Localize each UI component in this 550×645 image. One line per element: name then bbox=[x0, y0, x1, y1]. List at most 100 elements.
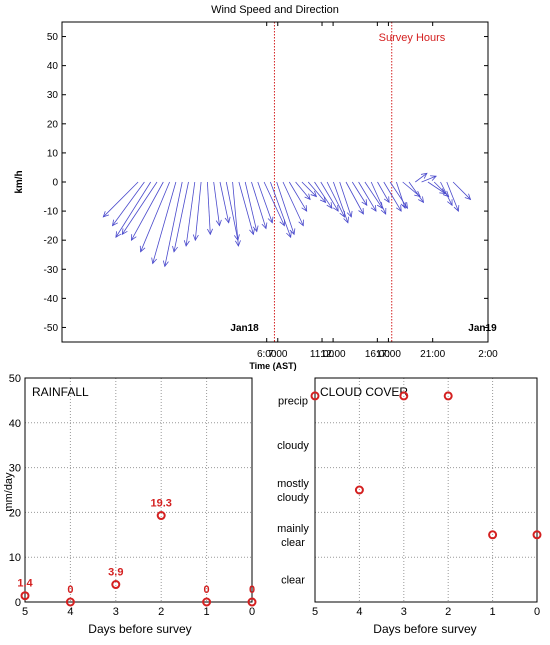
rainfall-y-tick-labels: 0 10 20 30 40 50 bbox=[9, 373, 21, 609]
rainfall-y-tick-label: 30 bbox=[9, 463, 21, 475]
wind-vector-shaft bbox=[408, 181, 424, 203]
rainfall-y-tick-label: 50 bbox=[9, 373, 21, 385]
wind-vector bbox=[207, 181, 213, 236]
rainfall-y-tick-label: 40 bbox=[9, 418, 21, 430]
wind-vector bbox=[301, 181, 318, 198]
wind-vector-head bbox=[346, 210, 353, 218]
wind-vector-head bbox=[370, 205, 377, 212]
wind-vector-shaft bbox=[276, 181, 295, 235]
rainfall-data-label: 0 bbox=[67, 584, 73, 596]
rainfall-points: 1.4 0 3.9 19.3 0 0 bbox=[17, 498, 257, 607]
cloud-cover-chart: CLOUD COVER clear mainly clear mostly cloudy… bbox=[277, 377, 542, 636]
rainfall-point bbox=[247, 597, 257, 607]
wind-vector-shaft bbox=[364, 181, 383, 209]
wind-vector-head bbox=[358, 207, 364, 215]
cloud-cover-category-label: precip bbox=[278, 395, 308, 407]
wind-vector-shaft bbox=[173, 181, 189, 252]
wind-vector-head bbox=[430, 175, 437, 181]
survey-hours-band bbox=[273, 22, 393, 342]
wind-vector-head bbox=[286, 231, 292, 239]
wind-vector bbox=[440, 181, 453, 207]
wind-vector-shaft bbox=[421, 175, 437, 183]
wind-x-tick-label: 11:00 bbox=[310, 349, 335, 360]
wind-vector bbox=[251, 181, 268, 230]
wind-y-tick-label: -30 bbox=[44, 265, 59, 276]
wind-vector-head bbox=[224, 216, 231, 224]
cloud-cover-x-tick-label: 4 bbox=[356, 606, 362, 618]
wind-vector-head bbox=[298, 219, 304, 227]
wind-vector bbox=[288, 181, 308, 212]
wind-vector bbox=[446, 181, 460, 212]
rainfall-y-axis-label: mm/day bbox=[3, 472, 15, 512]
wind-vector bbox=[111, 181, 145, 227]
wind-vector-shaft bbox=[238, 181, 254, 235]
cloud-cover-category-label: mainly clear bbox=[277, 523, 309, 549]
rainfall-point bbox=[111, 580, 121, 590]
wind-vector-head bbox=[376, 202, 383, 209]
wind-vector bbox=[364, 181, 383, 209]
wind-vector-head bbox=[289, 228, 296, 236]
wind-y-tick-label: -50 bbox=[44, 323, 59, 334]
wind-vector-shaft bbox=[377, 181, 390, 203]
wind-vector bbox=[172, 181, 189, 253]
wind-vector-head bbox=[380, 207, 387, 215]
wind-vector bbox=[102, 181, 139, 218]
cloud-cover-point bbox=[354, 485, 364, 495]
cloud-cover-point bbox=[443, 391, 453, 401]
wind-vector bbox=[452, 181, 472, 201]
wind-vector-shaft bbox=[396, 181, 406, 209]
wind-y-tick-label: 0 bbox=[52, 178, 58, 189]
cloud-cover-point bbox=[532, 530, 542, 540]
wind-vector-shaft bbox=[225, 181, 239, 241]
rainfall-point bbox=[202, 597, 212, 607]
wind-y-tick-label: -10 bbox=[44, 207, 59, 218]
wind-vector-shaft bbox=[314, 181, 333, 209]
wind-vector bbox=[115, 181, 152, 239]
cloud-cover-category-label: clear bbox=[281, 575, 305, 587]
cloud-cover-x-tick-label: 1 bbox=[490, 606, 496, 618]
wind-vector-shaft bbox=[452, 181, 471, 200]
wind-vector-head bbox=[361, 199, 368, 207]
wind-vector bbox=[339, 181, 353, 218]
wind-vector-shaft bbox=[219, 181, 230, 223]
wind-vector-head bbox=[395, 205, 402, 212]
wind-vector bbox=[408, 181, 425, 204]
wind-vector-shaft bbox=[140, 181, 170, 252]
wind-vector-head bbox=[192, 234, 199, 242]
wind-vector-head bbox=[267, 216, 274, 224]
wind-y-tick-label: 40 bbox=[47, 61, 59, 72]
wind-vector bbox=[257, 181, 274, 224]
wind-vector bbox=[326, 181, 345, 218]
wind-vector-shaft bbox=[115, 181, 152, 238]
wind-vector-head bbox=[261, 222, 268, 230]
wind-vector-shaft bbox=[389, 181, 408, 209]
wind-vector-head bbox=[162, 260, 169, 268]
wind-vector bbox=[183, 181, 196, 247]
wind-vector-head bbox=[252, 225, 259, 233]
cloud-cover-category-label: cloudy bbox=[277, 440, 309, 452]
wind-vector-shaft bbox=[288, 181, 308, 212]
wind-vector-shaft bbox=[207, 181, 211, 235]
rainfall-y-tick-label: 0 bbox=[15, 597, 21, 609]
wind-y-tick-label: 30 bbox=[47, 90, 59, 101]
wind-vector-shaft bbox=[270, 181, 292, 238]
wind-vector-shaft bbox=[282, 181, 304, 226]
wind-vector bbox=[238, 181, 255, 236]
wind-vector-head bbox=[453, 205, 460, 212]
wind-chart-title: Wind Speed and Direction bbox=[211, 4, 339, 16]
wind-vector-shaft bbox=[358, 181, 377, 212]
rainfall-data-label: 3.9 bbox=[108, 567, 123, 579]
wind-vector bbox=[383, 181, 402, 212]
cloud-cover-category-labels: clear mainly clear mostly cloudy cloudy precip bbox=[277, 395, 309, 586]
wind-vector-head bbox=[332, 205, 339, 212]
wind-vector-head bbox=[249, 228, 255, 236]
wind-vector bbox=[333, 181, 349, 224]
wind-vector-head bbox=[442, 190, 450, 198]
wind-vector bbox=[427, 181, 447, 195]
wind-y-tick-labels: 50 40 30 20 10 0 -10 -20 -30 -40 -50 bbox=[44, 32, 488, 334]
wind-vector bbox=[389, 181, 409, 209]
wind-vector bbox=[276, 181, 296, 236]
day-label-jan19: Jan19 bbox=[468, 323, 497, 334]
wind-vector bbox=[232, 181, 241, 247]
